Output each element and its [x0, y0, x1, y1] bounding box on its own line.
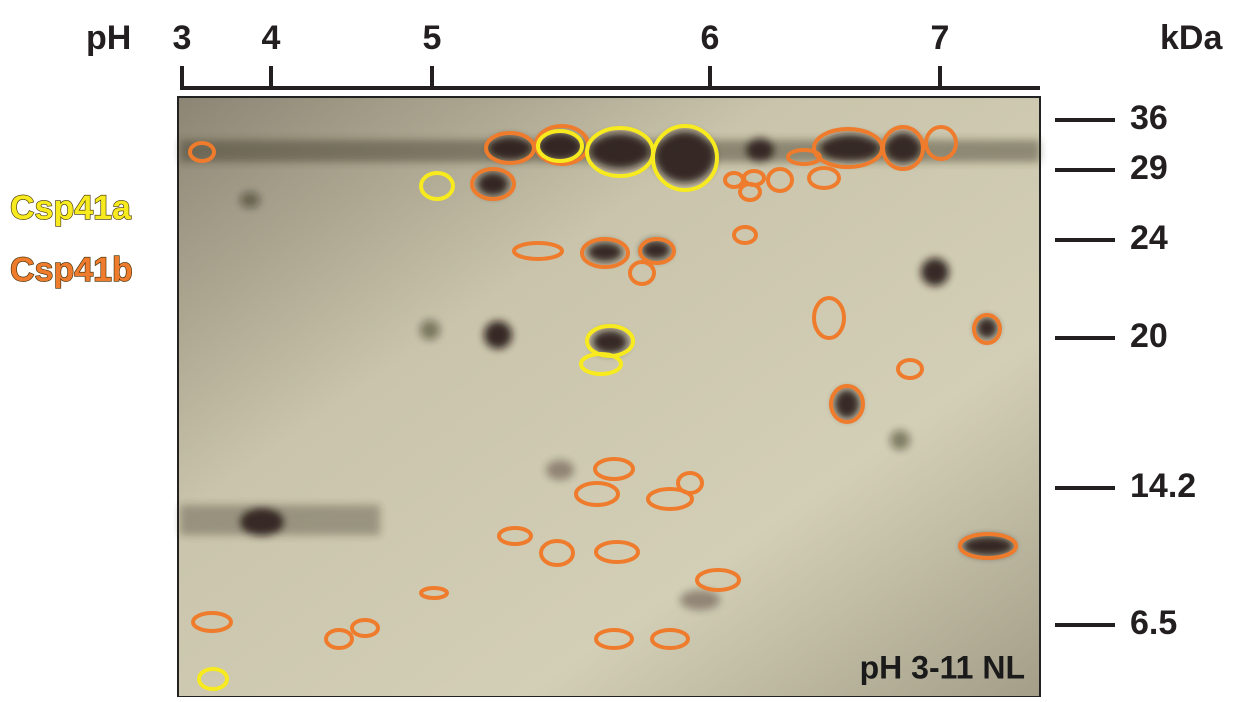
marker-title: kDa: [1160, 19, 1223, 57]
marker-label: 14.2: [1130, 467, 1196, 505]
tick-label: 4: [262, 19, 281, 57]
legend-item: Csp41a: [10, 189, 132, 227]
tick-label: 7: [931, 19, 950, 57]
gel-caption: pH 3-11 NL: [860, 649, 1025, 685]
gel: pH 3-11 NL: [178, 97, 1040, 697]
marker-label: 36: [1130, 99, 1168, 137]
markers: 36 29 24 20 14.2 6.5: [1055, 99, 1196, 642]
figure: pH 3 4 5 6 7 kDa 36 29 24 20 14.2 6.5 Csp41a Csp4…: [0, 0, 1242, 697]
marker-label: 6.5: [1130, 604, 1177, 642]
legend-item: Csp41b: [10, 251, 133, 289]
axis-ticks: 3 4 5 6 7: [173, 19, 950, 88]
tick-label: 3: [173, 19, 192, 57]
gel-background: [178, 97, 1040, 697]
axis-title: pH: [86, 19, 131, 57]
marker-label: 20: [1130, 317, 1168, 355]
tick-label: 6: [701, 19, 720, 57]
page: {"axis": {"label": "pH", "ticks": ["3", …: [0, 0, 1242, 697]
marker-label: 29: [1130, 149, 1168, 187]
tick-label: 5: [423, 19, 442, 57]
marker-label: 24: [1130, 219, 1168, 257]
